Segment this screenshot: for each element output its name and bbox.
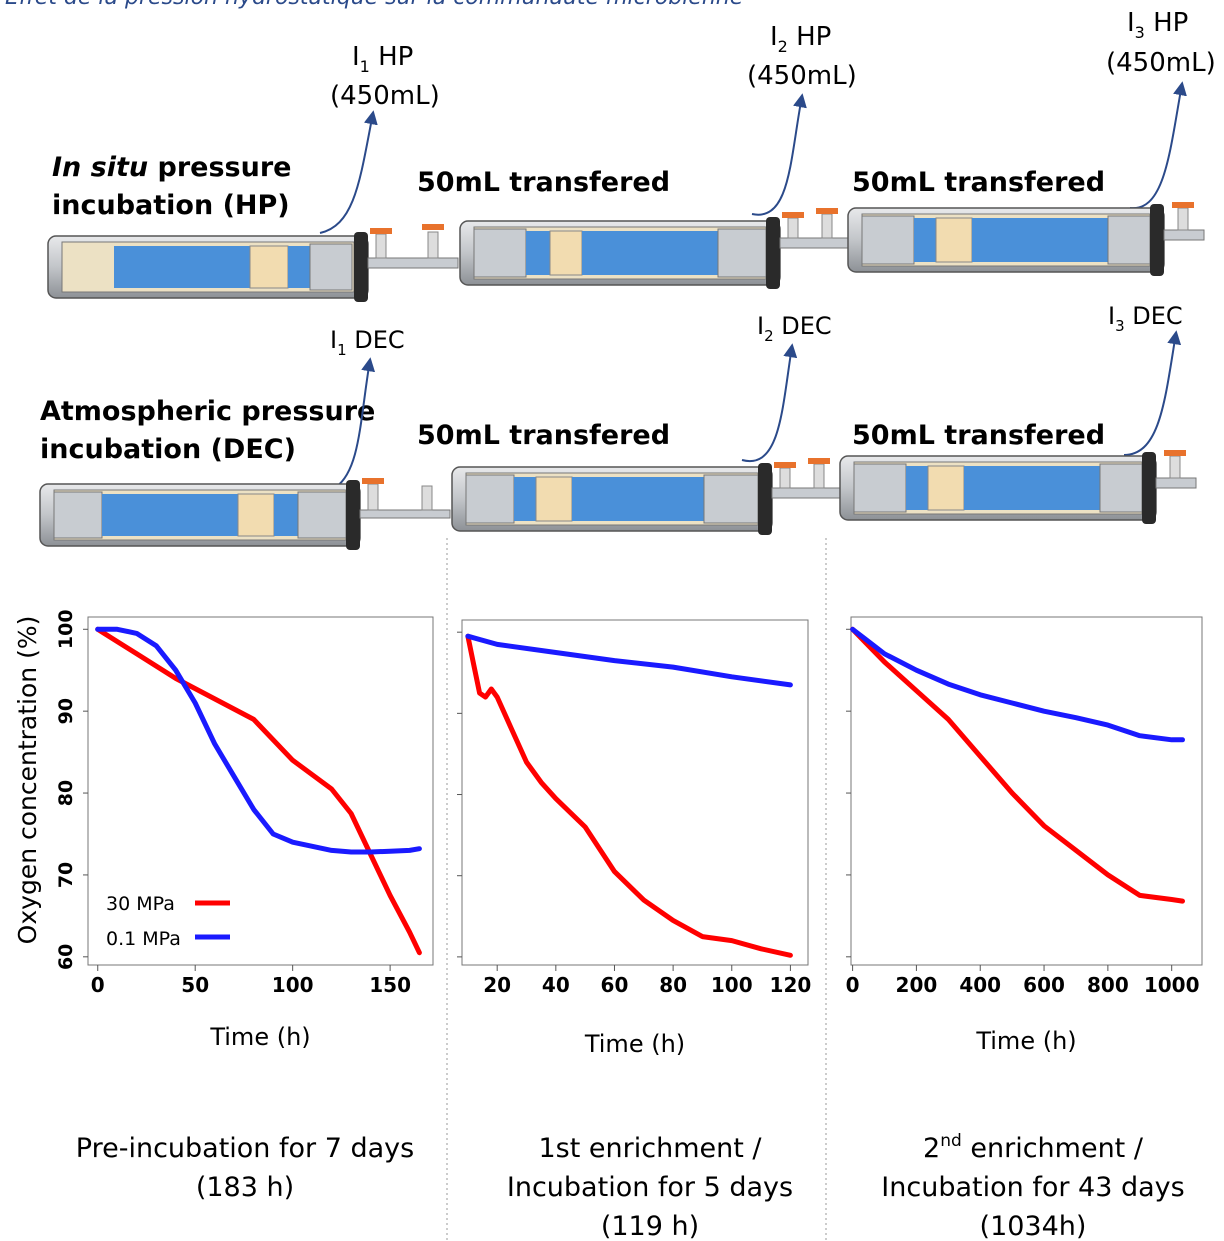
x-tick-label: 600 — [1023, 973, 1065, 997]
y-tick-label: 100 — [55, 609, 77, 649]
chart-preincubation: 60 70 80 90 100 0 50 100 150 Time (h) — [55, 609, 434, 1051]
transfer-label: 50mL transfered — [852, 167, 1105, 198]
caption-line: 2nd enrichment / — [923, 1131, 1144, 1164]
x-tick-label: 100 — [711, 973, 753, 997]
x-tick-label: 40 — [542, 973, 570, 997]
caption-3: 2nd enrichment / Incubation for 43 days … — [881, 1131, 1184, 1241]
output-label: I2 HP — [770, 22, 831, 56]
caption-line: 1st enrichment / — [539, 1133, 763, 1164]
header-title: Effet de la pression hydrostatique sur l… — [5, 0, 743, 10]
pressure-vessel — [847, 204, 1165, 276]
series-line-30-mpa — [95, 626, 422, 956]
chart-enrichment-2: 0 200 400 600 800 1000 Time (h) — [846, 616, 1203, 1055]
row-dec: Atmospheric pressure incubation (DEC) 50… — [39, 302, 1197, 550]
pressure-vessel — [47, 232, 369, 302]
x-tick-label: 60 — [601, 973, 629, 997]
output-arrow — [741, 343, 798, 463]
row-dec-label-line2: incubation (DEC) — [40, 434, 296, 465]
row-hp: In situ pressure incubation (HP) 50mL tr… — [47, 8, 1216, 302]
x-tick-label: 400 — [959, 973, 1001, 997]
output-label: I3 DEC — [1108, 302, 1183, 335]
x-tick-label: 0 — [846, 973, 860, 997]
x-tick-label: 100 — [272, 973, 314, 997]
row-hp-label: In situ pressure — [52, 152, 291, 183]
row-hp-label-line2: incubation (HP) — [52, 190, 290, 221]
series-line-30-mpa — [465, 633, 793, 958]
caption-line: (1034h) — [980, 1211, 1087, 1241]
y-tick-label: 80 — [55, 780, 77, 806]
legend-label: 0.1 MPa — [106, 928, 181, 950]
plot-frame — [461, 619, 809, 966]
caption-line: (183 h) — [196, 1172, 294, 1203]
series-line-30-mpa — [850, 626, 1185, 904]
caption-line: Pre-incubation for 7 days — [76, 1133, 414, 1164]
plot-frame — [87, 616, 434, 966]
output-label: I1 DEC — [330, 326, 405, 359]
chart-enrichment-1: 20 40 60 80 100 120 Time (h) — [457, 619, 812, 1058]
output-volume: (450mL) — [330, 81, 440, 111]
plot-frame — [850, 616, 1203, 966]
transfer-label: 50mL transfered — [417, 420, 670, 451]
legend: 30 MPa 0.1 MPa — [106, 893, 230, 950]
row-dec-label: Atmospheric pressure — [40, 396, 375, 427]
y-axis-title: Oxygen concentration (%) — [13, 616, 42, 945]
series-line-0-1-mpa — [850, 626, 1185, 743]
caption-2: 1st enrichment / Incubation for 5 days (… — [507, 1133, 793, 1241]
output-arrow — [319, 110, 378, 234]
caption-line: Incubation for 43 days — [881, 1172, 1184, 1203]
pressure-vessel — [839, 452, 1157, 524]
x-tick-label: 120 — [770, 973, 812, 997]
legend-label: 30 MPa — [106, 893, 175, 915]
output-label: I2 DEC — [757, 312, 832, 345]
x-tick-label: 50 — [181, 973, 209, 997]
valve-assembly — [779, 208, 851, 249]
pressure-vessel — [451, 463, 773, 535]
pressure-vessel — [39, 480, 361, 550]
y-tick-label: 70 — [55, 862, 77, 888]
series-line-0-1-mpa — [95, 626, 422, 855]
valve-assembly — [1155, 450, 1197, 489]
valve-assembly — [359, 478, 451, 519]
output-label: I3 HP — [1127, 8, 1188, 42]
output-volume: (450mL) — [747, 61, 857, 91]
x-tick-label: 150 — [369, 973, 411, 997]
x-tick-label: 20 — [483, 973, 511, 997]
caption-line: (119 h) — [601, 1211, 699, 1241]
x-tick-label: 0 — [91, 973, 105, 997]
output-arrow — [335, 357, 376, 488]
caption-1: Pre-incubation for 7 days (183 h) — [76, 1133, 414, 1203]
output-label: I1 HP — [352, 42, 413, 76]
transfer-label: 50mL transfered — [417, 167, 670, 198]
pressure-vessel — [459, 217, 781, 289]
valve-assembly — [367, 224, 459, 269]
x-axis-label: Time (h) — [975, 1027, 1076, 1055]
output-arrow — [1129, 81, 1187, 210]
transfer-label: 50mL transfered — [852, 420, 1105, 451]
output-volume: (450mL) — [1106, 48, 1216, 78]
x-tick-label: 200 — [896, 973, 938, 997]
x-axis-label: Time (h) — [584, 1030, 685, 1058]
x-axis-label: Time (h) — [209, 1023, 310, 1051]
x-tick-label: 800 — [1087, 973, 1129, 997]
valve-assembly — [771, 458, 843, 499]
x-tick-label: 1000 — [1144, 973, 1200, 997]
series-line-0-1-mpa — [465, 633, 793, 688]
output-arrow — [751, 93, 807, 216]
x-tick-label: 80 — [659, 973, 687, 997]
output-arrow — [1123, 330, 1182, 456]
valve-assembly — [1163, 202, 1205, 241]
y-tick-label: 90 — [55, 698, 77, 724]
caption-line: Incubation for 5 days — [507, 1172, 793, 1203]
y-tick-label: 60 — [55, 944, 77, 970]
